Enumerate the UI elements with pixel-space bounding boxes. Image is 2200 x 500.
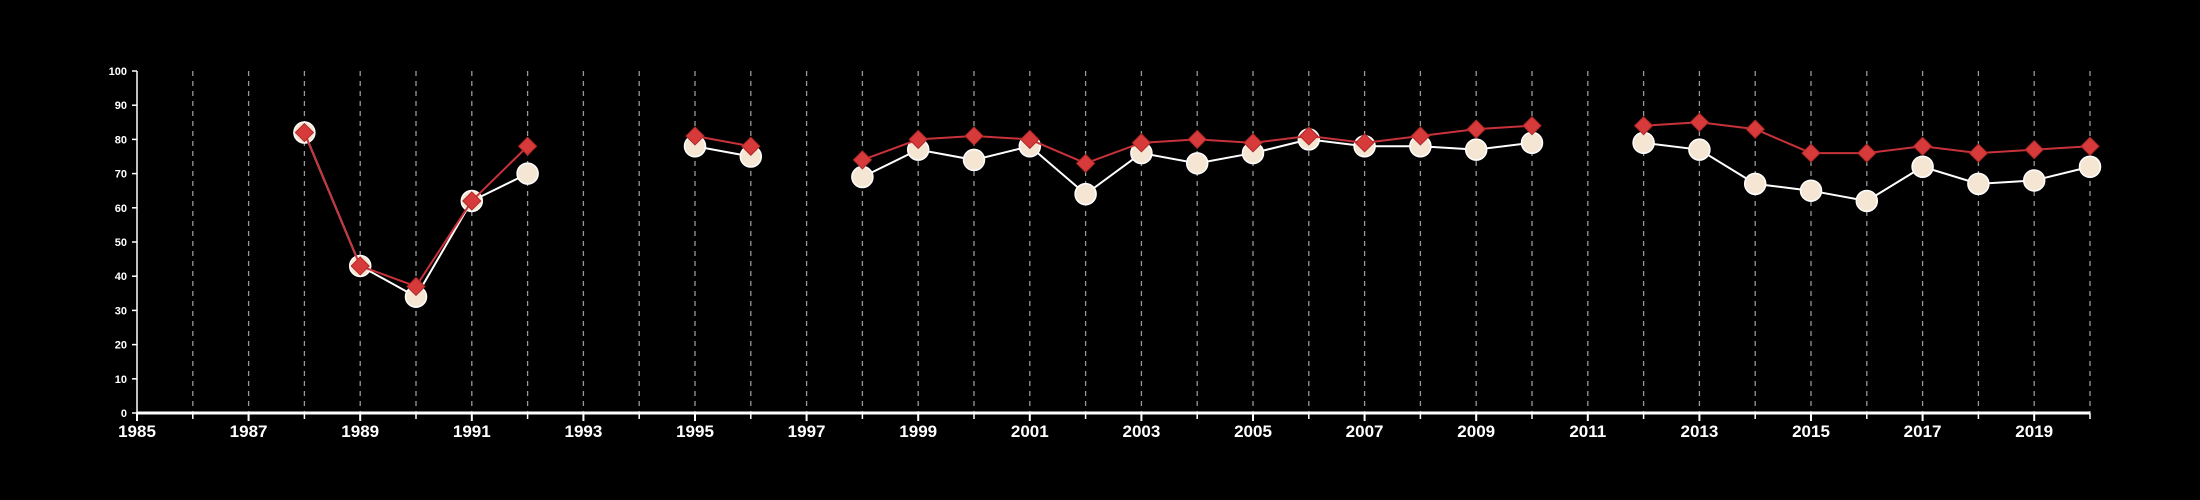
- grid-lines: [192, 71, 2091, 413]
- x-tick-label: 1987: [230, 422, 268, 441]
- data-point-diamond: [741, 136, 761, 156]
- x-tick-label: 2001: [1011, 422, 1049, 441]
- data-point-diamond: [406, 276, 426, 297]
- data-point-circle: [962, 148, 986, 172]
- y-tick-label: 50: [115, 237, 127, 249]
- data-point-diamond: [1410, 126, 1431, 146]
- data-point-diamond: [1633, 116, 1654, 136]
- data-point-diamond: [908, 129, 928, 150]
- data-point-circle: [1967, 172, 1990, 196]
- data-point-diamond: [1187, 129, 1207, 150]
- y-tick-label: 60: [115, 203, 127, 215]
- x-tick-label: 2003: [1122, 422, 1160, 441]
- x-tick-label: 2009: [1457, 422, 1495, 441]
- y-tick-label: 90: [115, 100, 127, 112]
- data-point-diamond: [1689, 112, 1710, 133]
- x-tick-label: 2005: [1234, 422, 1272, 441]
- x-tick-label: 2015: [1792, 422, 1830, 441]
- x-tick-label: 1999: [899, 422, 937, 441]
- x-tick-label: 1985: [118, 422, 156, 441]
- y-tick-label: 30: [115, 305, 127, 317]
- data-point-diamond: [1801, 143, 1821, 163]
- x-tick-label: 1989: [341, 422, 379, 441]
- data-point-diamond: [1968, 143, 1989, 163]
- data-point-diamond: [1243, 133, 1263, 153]
- data-point-circle: [2078, 155, 2102, 179]
- x-tick-label: 2017: [1904, 422, 1942, 441]
- x-tick-label: 1995: [676, 422, 714, 441]
- data-point-diamond: [1075, 153, 1096, 174]
- data-point-diamond: [1857, 143, 1877, 163]
- y-tick-label: 80: [115, 134, 127, 146]
- data-point-diamond: [350, 256, 370, 276]
- x-tick-label: 1991: [453, 422, 491, 441]
- y-axis-ticks: 0 10 20 30 40 50 60 70 80 90 100: [109, 66, 137, 420]
- data-point-diamond: [852, 150, 873, 170]
- data-point-diamond: [1912, 136, 1933, 156]
- data-series: [293, 112, 2102, 308]
- data-point-circle: [1688, 138, 1711, 161]
- data-point-circle: [516, 162, 539, 185]
- data-point-circle: [1074, 182, 1097, 206]
- x-tick-label: 1997: [788, 422, 826, 441]
- data-point-circle: [1855, 189, 1879, 213]
- data-point-circle: [1911, 155, 1934, 179]
- series-1: [293, 121, 2102, 308]
- data-point-diamond: [1299, 126, 1319, 146]
- data-point-circle: [2022, 169, 2046, 192]
- data-point-diamond: [1522, 116, 1542, 136]
- series-2: [294, 112, 2100, 297]
- data-point-diamond: [517, 136, 538, 156]
- x-tick-label: 2011: [1569, 422, 1606, 441]
- y-tick-label: 20: [115, 340, 127, 352]
- data-point-circle: [1632, 131, 1655, 155]
- y-tick-label: 10: [115, 374, 127, 386]
- data-point-diamond: [685, 126, 705, 146]
- series-line: [694, 134, 751, 148]
- data-point-diamond: [2080, 136, 2100, 156]
- data-point-diamond: [1354, 133, 1375, 153]
- data-point-circle: [1799, 179, 1823, 202]
- y-tick-label: 40: [115, 271, 127, 283]
- data-point-diamond: [1020, 129, 1040, 150]
- data-point-circle: [1520, 131, 1544, 155]
- data-point-diamond: [462, 191, 482, 211]
- x-tick-label: 2013: [1680, 422, 1718, 441]
- data-point-diamond: [1466, 119, 1486, 139]
- data-point-circle: [1743, 172, 1767, 196]
- data-point-diamond: [1131, 133, 1152, 153]
- data-point-circle: [1464, 138, 1488, 161]
- data-point-circle: [1185, 152, 1209, 175]
- x-tick-label: 2007: [1346, 422, 1384, 441]
- data-point-diamond: [1745, 119, 1765, 139]
- data-point-circle: [851, 165, 874, 189]
- x-axis-ticks: 1985 1987 1989 1991 1993 1995 1997 1999 2001 2003…: [118, 413, 2091, 441]
- y-tick-label: 0: [121, 408, 127, 420]
- data-point-diamond: [294, 122, 315, 143]
- y-tick-label: 70: [115, 169, 127, 181]
- data-point-diamond: [964, 126, 984, 146]
- data-point-diamond: [2024, 139, 2044, 160]
- y-tick-label: 100: [109, 66, 127, 78]
- x-tick-label: 2019: [2015, 422, 2053, 441]
- x-tick-label: 1993: [564, 422, 602, 441]
